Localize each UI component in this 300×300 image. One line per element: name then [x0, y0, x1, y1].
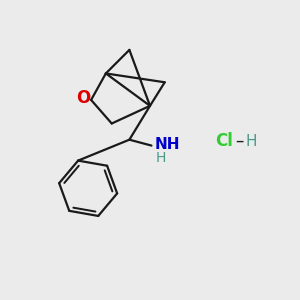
Text: H: H	[155, 151, 166, 165]
Text: Cl: Cl	[215, 132, 233, 150]
Text: –: –	[235, 132, 243, 150]
Text: O: O	[76, 89, 90, 107]
Text: NH: NH	[154, 137, 180, 152]
Text: H: H	[246, 134, 257, 149]
